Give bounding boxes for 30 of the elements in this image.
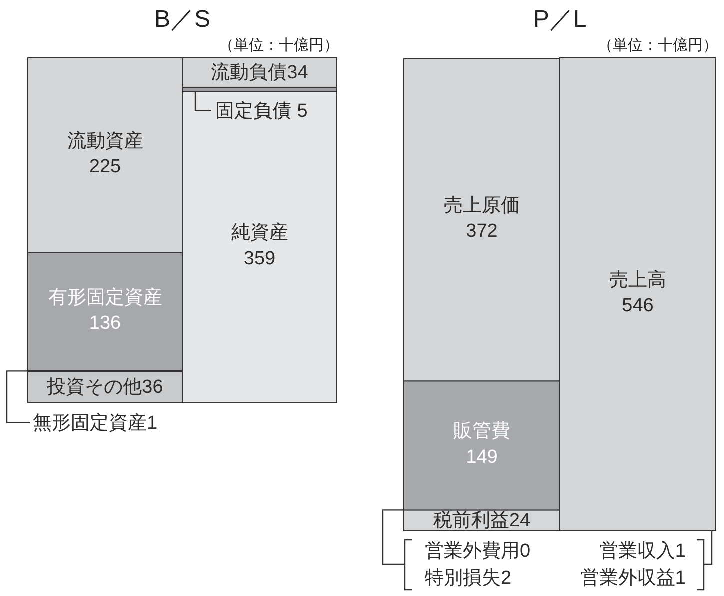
series-label: 投資その他: [46, 376, 142, 398]
chart-subtitle: （単位：十億円）: [598, 37, 718, 54]
series-label: 税前利益: [433, 510, 510, 532]
series-label: 販管費: [454, 421, 510, 442]
text: 営業外費用0: [425, 540, 531, 562]
series-label: 有形固定資産: [48, 286, 162, 308]
text: 営業収入1: [599, 540, 686, 562]
data-label: 5: [297, 100, 308, 122]
data-label: 359: [244, 248, 276, 270]
data-label: 136: [89, 312, 122, 334]
chart-title: P／L: [533, 6, 587, 33]
text: 無形固定資産: [33, 411, 147, 434]
data-label: 546: [622, 296, 654, 317]
data-label: 1: [147, 412, 158, 434]
chart-title: B／S: [154, 6, 211, 33]
legend-label: 固定負債: [216, 99, 292, 122]
series-label: 流動負債: [211, 61, 288, 84]
series-label: 純資産: [231, 222, 288, 244]
data-label: 225: [89, 156, 122, 178]
chart-subtitle: （単位：十億円）: [219, 37, 339, 54]
text: 特別損失2: [425, 568, 512, 588]
data-label: 149: [466, 446, 498, 468]
data-label: 36: [142, 376, 164, 398]
series-label: 売上原価: [444, 195, 520, 216]
series-label: 流動資産: [67, 130, 144, 152]
series-label: 売上高: [610, 268, 666, 291]
data-label: 372: [466, 221, 498, 242]
data-label: 24: [509, 510, 531, 532]
data-label: 34: [287, 62, 309, 84]
text: 営業外収益1: [580, 568, 686, 588]
